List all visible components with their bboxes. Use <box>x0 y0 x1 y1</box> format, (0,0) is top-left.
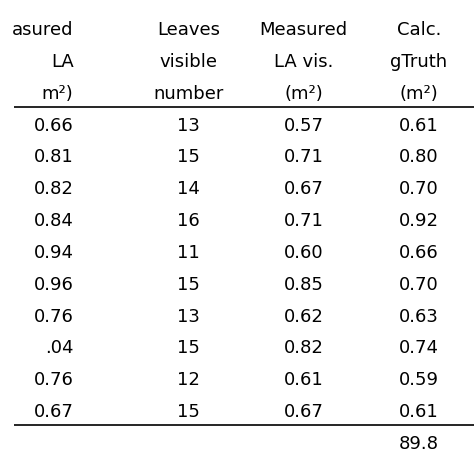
Text: 15: 15 <box>177 276 200 294</box>
Text: 0.61: 0.61 <box>284 371 324 389</box>
Text: .04: .04 <box>45 339 73 357</box>
Text: 0.82: 0.82 <box>34 180 73 198</box>
Text: LA: LA <box>51 53 73 71</box>
Text: 0.85: 0.85 <box>284 276 324 294</box>
Text: 0.84: 0.84 <box>34 212 73 230</box>
Text: Calc.: Calc. <box>397 21 441 39</box>
Text: 0.92: 0.92 <box>399 212 439 230</box>
Text: 0.67: 0.67 <box>284 180 324 198</box>
Text: 15: 15 <box>177 403 200 421</box>
Text: 0.62: 0.62 <box>284 308 324 326</box>
Text: 14: 14 <box>177 180 200 198</box>
Text: 0.61: 0.61 <box>399 403 438 421</box>
Text: 0.57: 0.57 <box>284 117 324 135</box>
Text: 0.59: 0.59 <box>399 371 439 389</box>
Text: 0.66: 0.66 <box>34 117 73 135</box>
Text: 13: 13 <box>177 117 200 135</box>
Text: m²): m²) <box>42 85 73 103</box>
Text: 0.67: 0.67 <box>34 403 73 421</box>
Text: 89.8: 89.8 <box>399 435 439 453</box>
Text: LA vis.: LA vis. <box>274 53 333 71</box>
Text: number: number <box>154 85 224 103</box>
Text: 0.61: 0.61 <box>399 117 438 135</box>
Text: Leaves: Leaves <box>157 21 220 39</box>
Text: 16: 16 <box>177 212 200 230</box>
Text: 0.60: 0.60 <box>284 244 324 262</box>
Text: 0.96: 0.96 <box>34 276 73 294</box>
Text: 0.76: 0.76 <box>34 371 73 389</box>
Text: 0.80: 0.80 <box>399 148 438 166</box>
Text: 0.63: 0.63 <box>399 308 439 326</box>
Text: 0.70: 0.70 <box>399 180 438 198</box>
Text: 0.67: 0.67 <box>284 403 324 421</box>
Text: asured: asured <box>12 21 73 39</box>
Text: (m²): (m²) <box>400 85 438 103</box>
Text: 11: 11 <box>177 244 200 262</box>
Text: 0.74: 0.74 <box>399 339 439 357</box>
Text: visible: visible <box>160 53 218 71</box>
Text: (m²): (m²) <box>284 85 323 103</box>
Text: 0.70: 0.70 <box>399 276 438 294</box>
Text: 0.76: 0.76 <box>34 308 73 326</box>
Text: 0.82: 0.82 <box>284 339 324 357</box>
Text: 0.94: 0.94 <box>34 244 73 262</box>
Text: 0.66: 0.66 <box>399 244 438 262</box>
Text: Measured: Measured <box>260 21 348 39</box>
Text: 13: 13 <box>177 308 200 326</box>
Text: 0.81: 0.81 <box>34 148 73 166</box>
Text: 15: 15 <box>177 148 200 166</box>
Text: 15: 15 <box>177 339 200 357</box>
Text: 0.71: 0.71 <box>284 148 324 166</box>
Text: 0.71: 0.71 <box>284 212 324 230</box>
Text: 12: 12 <box>177 371 200 389</box>
Text: gTruth: gTruth <box>390 53 447 71</box>
